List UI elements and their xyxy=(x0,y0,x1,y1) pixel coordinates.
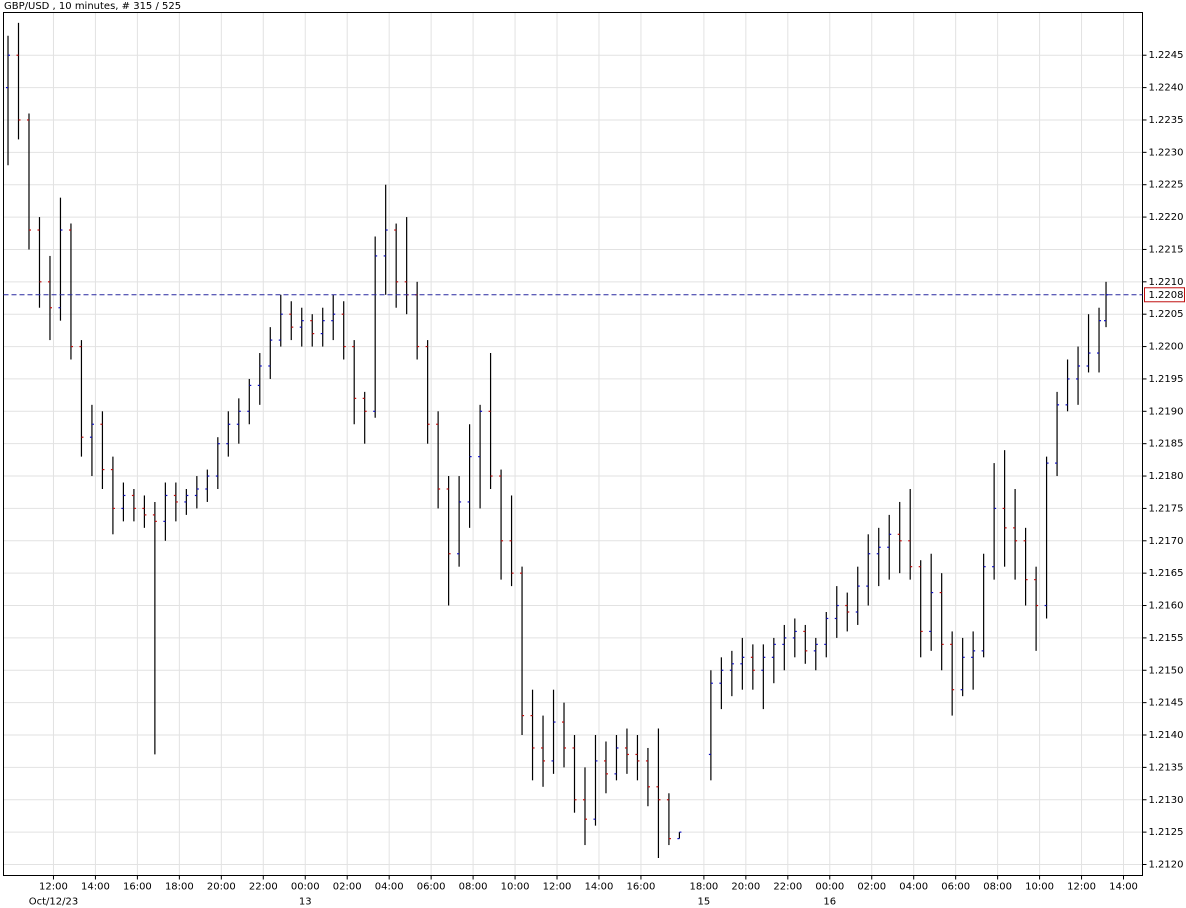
y-tick-label: 1.2185 xyxy=(1149,439,1184,450)
y-tick-label: 1.2195 xyxy=(1149,374,1184,385)
x-tick-label: 04:00 xyxy=(375,882,404,893)
y-tick-label: 1.2160 xyxy=(1149,601,1184,612)
current-price-box xyxy=(1144,287,1185,303)
current-price-label: 1.2208 xyxy=(1149,290,1184,301)
y-tick-label: 1.2140 xyxy=(1149,730,1184,741)
y-tick-label: 1.2190 xyxy=(1149,406,1184,417)
y-tick-label: 1.2150 xyxy=(1149,665,1184,676)
x-tick-label: 22:00 xyxy=(249,882,278,893)
y-tick-label: 1.2145 xyxy=(1149,698,1184,709)
y-tick-label: 1.2245 xyxy=(1149,50,1184,61)
y-tick-label: 1.2225 xyxy=(1149,180,1184,191)
y-tick-label: 1.2240 xyxy=(1149,83,1184,94)
x-tick-label: 08:00 xyxy=(983,882,1012,893)
y-tick-label: 1.2170 xyxy=(1149,536,1184,547)
date-label: 16 xyxy=(823,897,836,908)
y-tick-label: 1.2215 xyxy=(1149,244,1184,255)
y-tick-label: 1.2120 xyxy=(1149,859,1184,870)
chart-title: GBP/USD , 10 minutes, # 315 / 525 xyxy=(4,1,181,12)
y-tick-label: 1.2210 xyxy=(1149,277,1184,288)
y-tick-label: 1.2125 xyxy=(1149,827,1184,838)
y-tick-label: 1.2165 xyxy=(1149,568,1184,579)
x-tick-label: 16:00 xyxy=(123,882,152,893)
x-tick-label: 16:00 xyxy=(627,882,656,893)
y-tick-label: 1.2135 xyxy=(1149,762,1184,773)
x-tick-label: 12:00 xyxy=(39,882,68,893)
x-tick-label: 20:00 xyxy=(731,882,760,893)
x-tick-label: 08:00 xyxy=(459,882,488,893)
grid xyxy=(3,12,1143,876)
date-label: Oct/12/23 xyxy=(29,897,78,908)
x-tick-label: 06:00 xyxy=(417,882,446,893)
x-tick-label: 02:00 xyxy=(857,882,886,893)
y-tick-label: 1.2200 xyxy=(1149,342,1184,353)
y-tick-label: 1.2180 xyxy=(1149,471,1184,482)
date-label: 13 xyxy=(299,897,312,908)
y-tick-label: 1.2155 xyxy=(1149,633,1184,644)
x-tick-label: 18:00 xyxy=(165,882,194,893)
x-tick-label: 20:00 xyxy=(207,882,236,893)
y-tick-label: 1.2220 xyxy=(1149,212,1184,223)
x-tick-label: 10:00 xyxy=(1025,882,1054,893)
y-tick-label: 1.2230 xyxy=(1149,147,1184,158)
x-tick-label: 22:00 xyxy=(773,882,802,893)
x-tick-label: 00:00 xyxy=(815,882,844,893)
y-tick-label: 1.2130 xyxy=(1149,795,1184,806)
x-tick-label: 14:00 xyxy=(585,882,614,893)
y-tick-label: 1.2235 xyxy=(1149,115,1184,126)
x-tick-label: 12:00 xyxy=(1067,882,1096,893)
date-label: 15 xyxy=(698,897,711,908)
y-tick-label: 1.2205 xyxy=(1149,309,1184,320)
x-tick-label: 14:00 xyxy=(1109,882,1138,893)
x-tick-label: 14:00 xyxy=(81,882,110,893)
x-tick-label: 04:00 xyxy=(899,882,928,893)
y-tick-label: 1.2175 xyxy=(1149,503,1184,514)
x-tick-label: 12:00 xyxy=(543,882,572,893)
x-tick-label: 00:00 xyxy=(291,882,320,893)
x-tick-label: 02:00 xyxy=(333,882,362,893)
x-tick-label: 06:00 xyxy=(941,882,970,893)
x-tick-label: 18:00 xyxy=(689,882,718,893)
x-tick-label: 10:00 xyxy=(501,882,530,893)
bars xyxy=(6,22,1109,859)
